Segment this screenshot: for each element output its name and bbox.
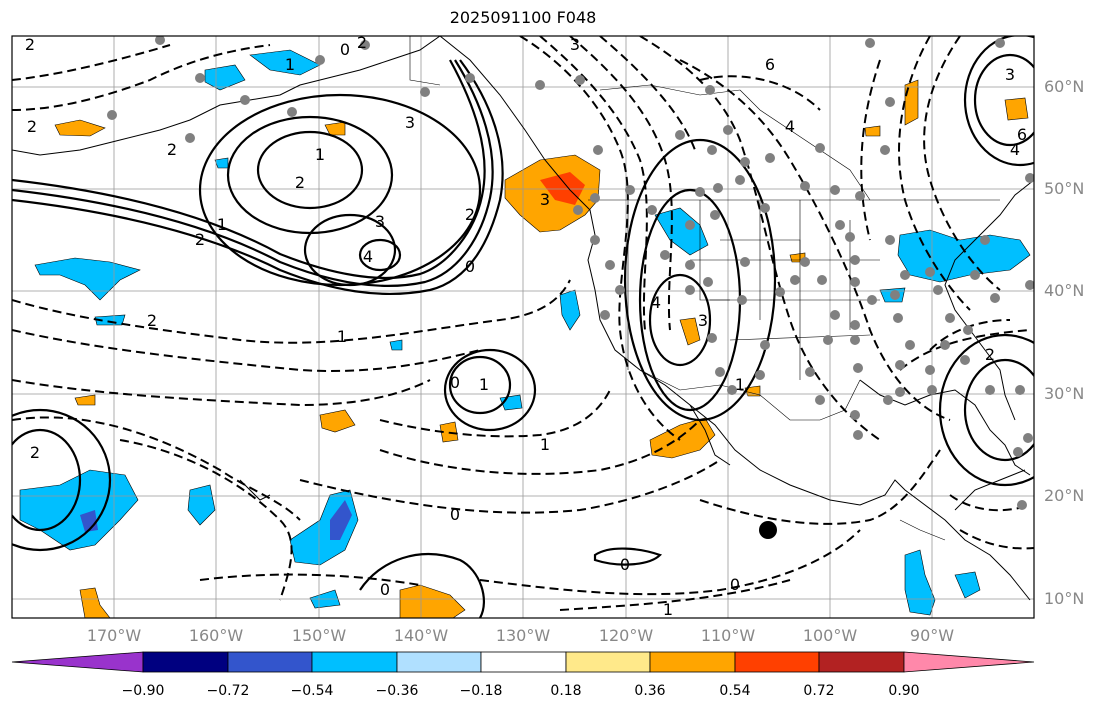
lon-label: 160°W [188, 626, 244, 645]
colorbar-extend-low [11, 651, 144, 673]
contour-label: 3 [375, 212, 385, 231]
contour-label: 1 [735, 375, 745, 394]
contour-label: 2 [195, 230, 205, 249]
lon-label: 140°W [393, 626, 449, 645]
colorbar-tick-label: 0.36 [634, 683, 666, 699]
contour-label: 1 [217, 215, 227, 234]
strong-positive-anomaly-shading [540, 172, 585, 205]
lat-label: 10°N [1044, 589, 1085, 608]
contour-label: 2 [25, 35, 35, 54]
contour-label: 0 [450, 505, 460, 524]
colorbar-bin [565, 651, 651, 673]
colorbar [11, 651, 1035, 673]
colorbar-bin [142, 651, 229, 673]
borders [409, 36, 1000, 541]
colorbar-bin [396, 651, 482, 673]
contour-label: 2 [357, 33, 367, 52]
colorbar-tick-label: −0.90 [121, 683, 165, 699]
contour-label: 2 [30, 443, 40, 462]
contour-label: 3 [405, 113, 415, 132]
contour-label: 0 [465, 257, 475, 276]
contour-label: 2 [167, 140, 177, 159]
colorbar-tick-label: −0.72 [206, 683, 250, 699]
lon-label: 120°W [598, 626, 654, 645]
colorbar-tick-label: −0.36 [375, 683, 419, 699]
contour-label: 0 [620, 555, 630, 574]
storm-center-marker [759, 521, 777, 539]
colorbar-bin [734, 651, 820, 673]
dashed-contours [12, 36, 1034, 611]
contour-label: 1 [540, 435, 550, 454]
map-frame [11, 35, 1035, 619]
contour-label: 6 [1017, 125, 1027, 144]
station-markers [107, 36, 1034, 510]
colorbar-tick-label: −0.18 [459, 683, 503, 699]
contour-label: 3 [1005, 65, 1015, 84]
colorbar-tick-label: −0.54 [290, 683, 334, 699]
lon-label: 170°W [86, 626, 142, 645]
colorbar-tick-label: 0.54 [719, 683, 751, 699]
lon-label: 130°W [495, 626, 551, 645]
contour-label: 0 [450, 373, 460, 392]
contour-label: 1 [663, 600, 673, 619]
contour-label: 6 [765, 55, 775, 74]
contour-label: 4 [1010, 140, 1020, 159]
lat-label: 60°N [1044, 77, 1085, 96]
contour-label: 2 [27, 117, 37, 136]
map-title: 2025091100 F048 [449, 8, 597, 27]
contour-label: 2 [147, 311, 157, 330]
contour-label: 4 [363, 247, 373, 266]
lat-label: 50°N [1044, 179, 1085, 198]
colorbar-tick-label: 0.18 [550, 683, 582, 699]
lat-label: 40°N [1044, 281, 1085, 300]
contour-label: 2 [295, 173, 305, 192]
lat-label: 30°N [1044, 384, 1085, 403]
contour-label: 1 [337, 327, 347, 346]
contour-label: 1 [285, 55, 295, 74]
contour-label: 2 [465, 205, 475, 224]
contour-label: 2 [985, 345, 995, 364]
contour-label: 4 [651, 293, 661, 312]
colorbar-extend-high [903, 651, 1035, 673]
lon-label: 110°W [700, 626, 756, 645]
colorbar-bin [649, 651, 736, 673]
contour-label: 3 [540, 190, 550, 209]
colorbar-bin [480, 651, 567, 673]
solid-contours [12, 36, 1034, 618]
contour-label: 1 [479, 375, 489, 394]
contour-label: 3 [570, 35, 580, 54]
contour-label: 1 [315, 145, 325, 164]
contour-label: 0 [340, 40, 350, 59]
colorbar-bin [818, 651, 905, 673]
colorbar-tick-label: 0.90 [888, 683, 920, 699]
lat-label: 20°N [1044, 486, 1085, 505]
contour-value-labels: 2 0 2 1 3 3 6 4 3 1 2 3 4 1 2 3 4 3 2 0 … [25, 33, 1027, 619]
contour-label: 0 [380, 580, 390, 599]
lon-label: 90°W [909, 626, 955, 645]
lon-label: 100°W [802, 626, 858, 645]
colorbar-bin [227, 651, 313, 673]
colorbar-bin [311, 651, 398, 673]
contour-label: 3 [698, 311, 708, 330]
contour-label: 4 [785, 117, 795, 136]
colorbar-tick-label: 0.72 [803, 683, 835, 699]
lon-label: 150°W [291, 626, 347, 645]
contour-label: 0 [730, 575, 740, 594]
